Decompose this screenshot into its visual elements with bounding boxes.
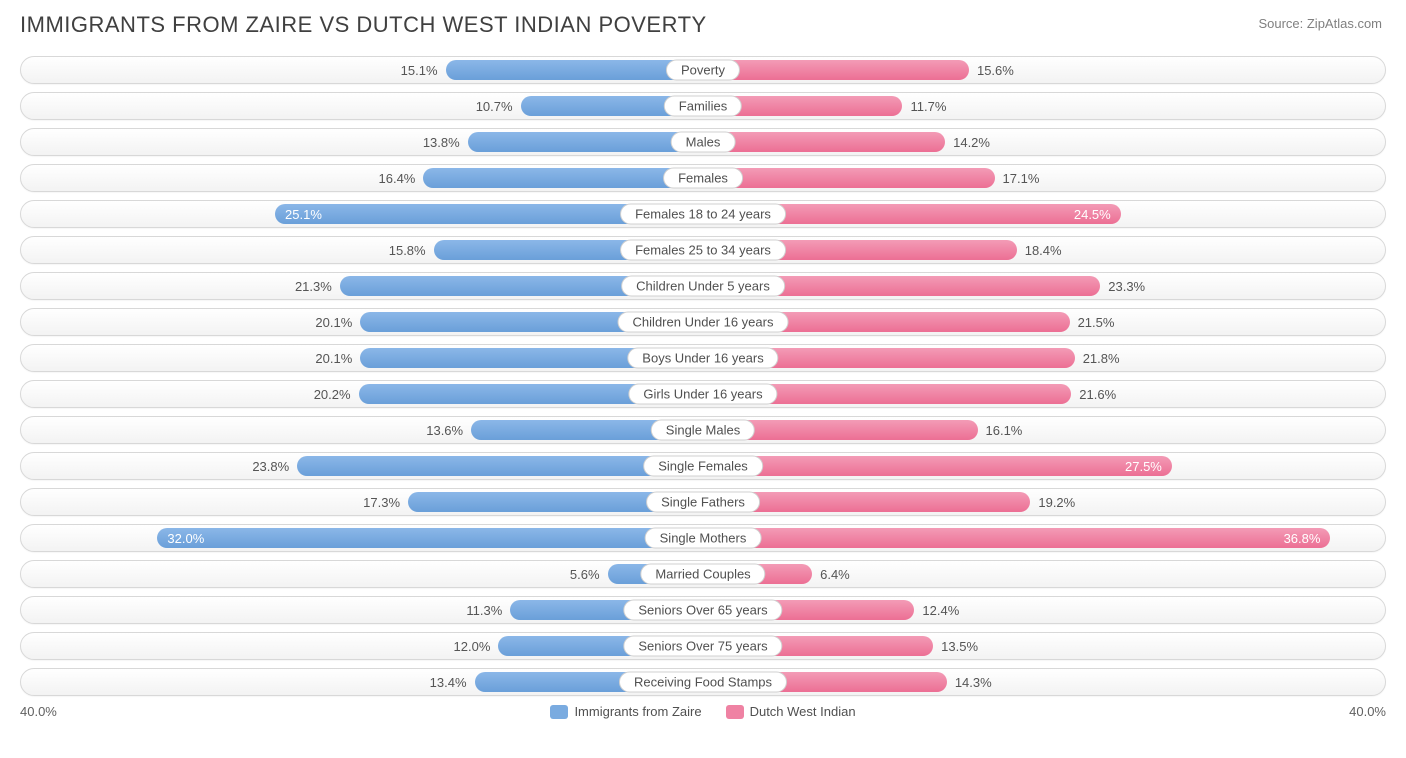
value-right: 12.4% [914,597,959,623]
value-right: 11.7% [902,93,946,119]
bar-right [703,132,945,152]
category-label: Poverty [666,60,740,81]
value-right: 19.2% [1030,489,1075,515]
chart-row: 15.1% 15.6% Poverty [20,56,1386,84]
value-left: 16.4% [379,165,424,191]
value-right: 6.4% [812,561,850,587]
category-label: Boys Under 16 years [627,348,778,369]
chart-row: 13.8% 14.2% Males [20,128,1386,156]
category-label: Females 25 to 34 years [620,240,786,261]
value-left: 23.8% [252,453,297,479]
value-right: 21.8% [1075,345,1120,371]
value-right: 21.5% [1070,309,1115,335]
chart-row: 13.4% 14.3% Receiving Food Stamps [20,668,1386,696]
chart-row: 23.8% 27.5% Single Females [20,452,1386,480]
value-left: 15.1% [401,57,446,83]
chart-row: 20.2% 21.6% Girls Under 16 years [20,380,1386,408]
category-label: Single Males [651,420,755,441]
value-left: 15.8% [389,237,434,263]
category-label: Males [671,132,736,153]
chart-row: 20.1% 21.8% Boys Under 16 years [20,344,1386,372]
value-right: 17.1% [995,165,1040,191]
value-right: 14.3% [947,669,992,695]
source-attribution: Source: ZipAtlas.com [1258,16,1382,31]
value-right: 18.4% [1017,237,1062,263]
legend-item-right: Dutch West Indian [726,704,856,719]
axis-legend-row: 40.0% Immigrants from Zaire Dutch West I… [20,704,1386,719]
value-right: 24.5% [1074,201,1121,227]
value-left: 11.3% [466,597,510,623]
value-right: 15.6% [969,57,1014,83]
category-label: Receiving Food Stamps [619,672,787,693]
chart-row: 5.6% 6.4% Married Couples [20,560,1386,588]
bar-right [703,60,969,80]
category-label: Families [664,96,742,117]
bar-left [446,60,703,80]
category-label: Single Females [643,456,763,477]
value-left: 32.0% [157,525,204,551]
legend-swatch-left [550,705,568,719]
category-label: Girls Under 16 years [628,384,777,405]
category-label: Children Under 5 years [621,276,785,297]
chart-row: 13.6% 16.1% Single Males [20,416,1386,444]
category-label: Single Fathers [646,492,760,513]
value-left: 13.8% [423,129,468,155]
value-left: 12.0% [454,633,499,659]
bar-right [703,528,1330,548]
chart-row: 25.1% 24.5% Females 18 to 24 years [20,200,1386,228]
category-label: Females 18 to 24 years [620,204,786,225]
bar-right [703,456,1172,476]
category-label: Married Couples [640,564,765,585]
value-right: 13.5% [933,633,978,659]
category-label: Children Under 16 years [618,312,789,333]
chart-row: 17.3% 19.2% Single Fathers [20,488,1386,516]
legend-label-left: Immigrants from Zaire [574,704,701,719]
axis-max-left: 40.0% [20,704,57,719]
value-right: 36.8% [1284,525,1331,551]
bar-left [423,168,703,188]
value-right: 16.1% [978,417,1023,443]
value-left: 17.3% [363,489,408,515]
value-left: 20.2% [314,381,359,407]
legend: Immigrants from Zaire Dutch West Indian [550,704,855,719]
axis-max-right: 40.0% [1349,704,1386,719]
chart-row: 12.0% 13.5% Seniors Over 75 years [20,632,1386,660]
value-right: 23.3% [1100,273,1145,299]
bar-left [157,528,703,548]
value-right: 14.2% [945,129,990,155]
value-right: 21.6% [1071,381,1116,407]
chart-row: 21.3% 23.3% Children Under 5 years [20,272,1386,300]
chart-row: 10.7% 11.7% Families [20,92,1386,120]
diverging-bar-chart: 15.1% 15.6% Poverty 10.7% 11.7% Families 13.8%… [20,56,1386,696]
legend-label-right: Dutch West Indian [750,704,856,719]
category-label: Females [663,168,743,189]
category-label: Seniors Over 75 years [623,636,782,657]
chart-row: 16.4% 17.1% Females [20,164,1386,192]
value-left: 13.6% [426,417,471,443]
value-right: 27.5% [1125,453,1172,479]
chart-row: 32.0% 36.8% Single Mothers [20,524,1386,552]
chart-title: IMMIGRANTS FROM ZAIRE VS DUTCH WEST INDI… [20,12,1386,38]
bar-left [297,456,703,476]
chart-row: 11.3% 12.4% Seniors Over 65 years [20,596,1386,624]
legend-item-left: Immigrants from Zaire [550,704,701,719]
category-label: Seniors Over 65 years [623,600,782,621]
chart-row: 20.1% 21.5% Children Under 16 years [20,308,1386,336]
chart-row: 15.8% 18.4% Females 25 to 34 years [20,236,1386,264]
bar-left [468,132,703,152]
value-left: 20.1% [315,309,360,335]
value-left: 25.1% [275,201,322,227]
value-left: 20.1% [315,345,360,371]
value-left: 10.7% [476,93,521,119]
bar-right [703,168,995,188]
value-left: 5.6% [570,561,608,587]
category-label: Single Mothers [645,528,762,549]
value-left: 13.4% [430,669,475,695]
legend-swatch-right [726,705,744,719]
value-left: 21.3% [295,273,340,299]
